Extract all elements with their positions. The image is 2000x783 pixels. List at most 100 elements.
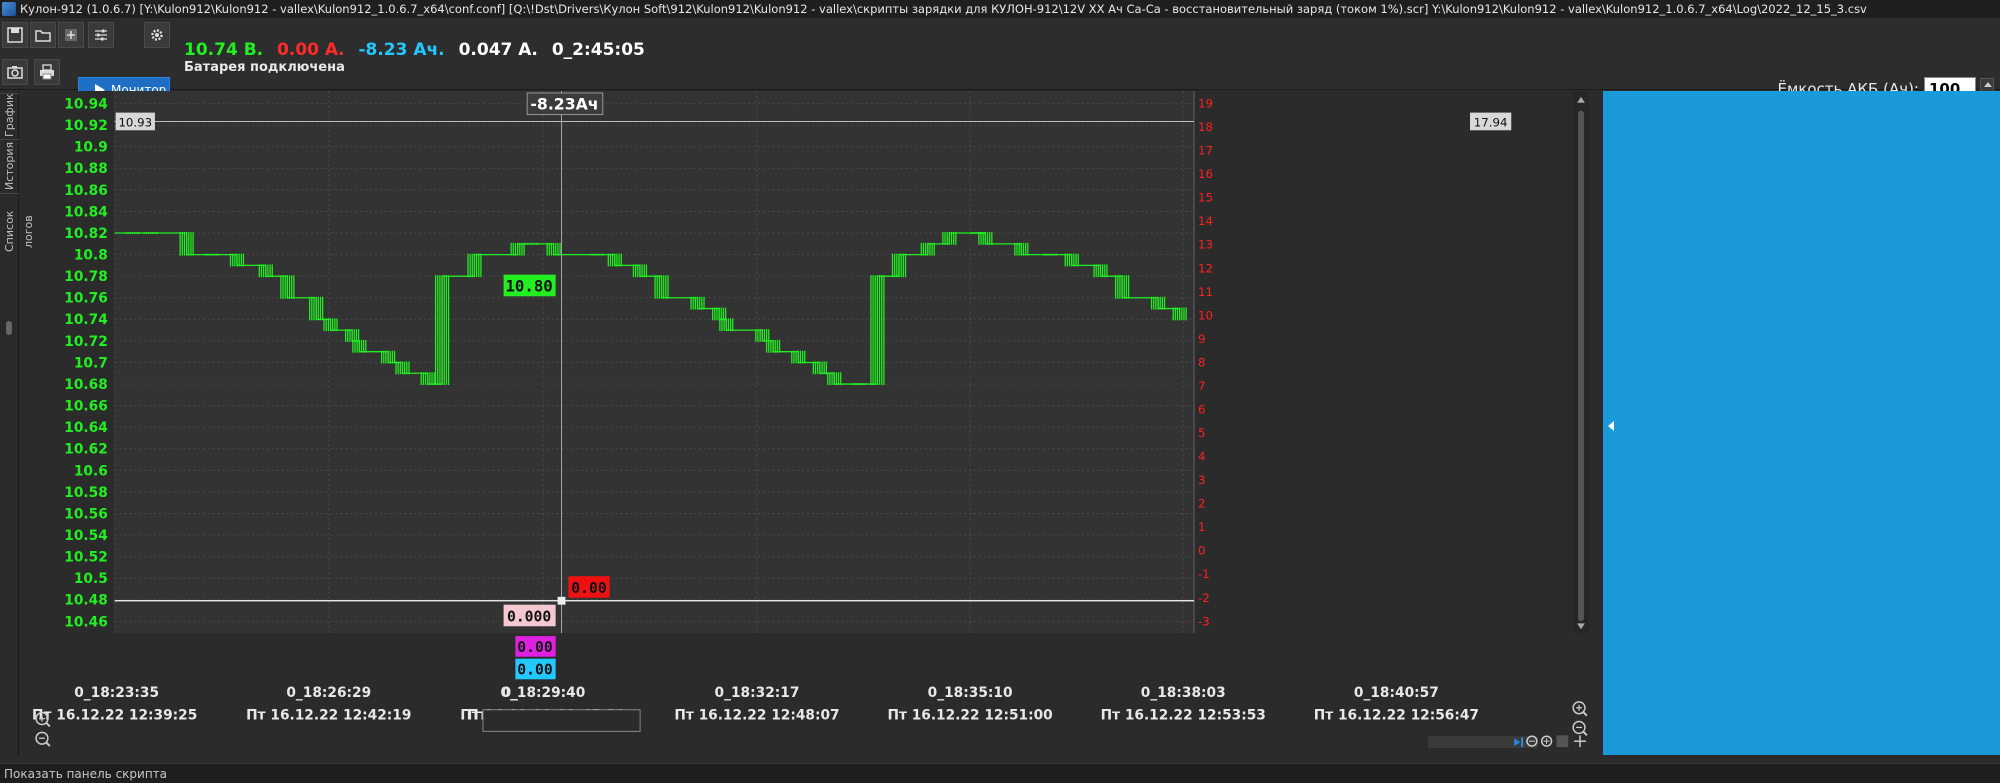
left-tick-label: 10.66 [64,399,107,415]
chart-area[interactable]: 10.4610.4810.510.5210.5410.5610.5810.610… [19,91,1603,751]
left-tick-label: 10.78 [64,269,107,285]
left-tick-label: 10.48 [64,593,107,609]
x-tick-time: 0_18:23:35 [74,685,159,701]
left-tick-label: 10.6 [74,463,108,479]
plot-background [114,91,1195,634]
print-icon[interactable] [34,59,60,85]
cursor-right-value: 17.94 [1474,115,1508,129]
zoom-x-icon[interactable] [1540,735,1553,747]
move-crosshair-icon[interactable] [1574,735,1586,748]
right-tick-label: 19 [1198,97,1213,111]
left-tick-label: 10.92 [64,118,107,134]
gear-icon[interactable] [144,22,170,48]
right-tick-label: 7 [1198,379,1206,393]
right-tick-label: 16 [1198,167,1213,181]
vertical-scrollbar-thumb[interactable] [1578,110,1584,622]
right-tick-label: 1 [1198,520,1206,534]
left-tick-label: 10.52 [64,550,107,566]
title-bar: Кулон-912 (1.0.6.7) [Y:\Kulon912\Kulon91… [0,0,2000,18]
right-tick-label: 10 [1198,308,1213,322]
cursor-ah-label: -8.23Ач [530,95,598,114]
cursor-voltage-box [503,274,556,297]
horizontal-scrollbar[interactable] [1427,736,1538,749]
left-tick-label: 10.5 [74,571,108,587]
cursor-value-c-box [515,658,556,680]
tab-graph[interactable]: График [0,93,19,137]
time-axis: 0_18:23:35 Пт 16.12.22 12:39:25 0_18:26:29… [32,685,1479,724]
cursor-value-b: 0.00 [517,639,552,656]
zoom-in-left-icon[interactable] [35,711,51,728]
cursor-value-c: 0.00 [517,661,552,678]
left-tick-label: 10.86 [64,183,107,199]
x-tick-date: Пт 16.12.22 12:53:53 [1101,708,1266,724]
x-tick-time: 0_18:29:40 [500,685,585,701]
current-readout: 0.00 А. [277,40,345,60]
right-tick-label: 5 [1198,426,1206,440]
window-title: Кулон-912 (1.0.6.7) [Y:\Kulon912\Kulon91… [20,2,1867,16]
toolbar: 10.74 В. 0.00 А. -8.23 Ач. 0.047 А. 0_2:… [0,18,2000,101]
left-tick-label: 10.9 [74,140,108,156]
cursor-left-value: 10.93 [118,115,152,129]
elapsed-readout: 0_2:45:05 [551,40,645,60]
right-tick-label: 11 [1198,285,1213,299]
right-tick-label: 14 [1198,214,1213,228]
cursor-current: 0.00 [571,580,606,597]
side-tabs: График История Список логов [0,91,35,755]
app-icon [2,2,16,16]
left-tick-label: 10.64 [64,420,107,436]
status-bar: Показать панель скрипта [0,763,2000,783]
cursor-voltage: 10.80 [505,276,552,295]
right-tick-label: -2 [1198,591,1210,605]
x-tick-time: 0_18:32:17 [715,685,800,701]
side-splitter-handle[interactable] [6,321,12,335]
cursor-value-a: 0.000 [507,608,551,625]
zoom-fit-icon[interactable] [1526,735,1538,747]
show-script-panel-link[interactable]: Показать панель скрипта [4,767,168,781]
left-tick-label: 10.88 [64,161,107,177]
right-tick-label: 18 [1198,120,1213,134]
right-tick-label: 13 [1198,238,1213,252]
right-tick-label: 6 [1198,402,1206,416]
scroll-to-end-icon[interactable] [1514,737,1524,748]
left-tick-label: 10.68 [64,377,107,393]
cursor-handle[interactable] [557,596,566,605]
voltage-noise-marks [125,232,1187,386]
cursor-left-value-box [115,112,155,131]
zoom-out-left-icon[interactable] [35,731,51,747]
save-icon[interactable] [2,22,28,48]
cursor-ah-box [526,92,604,116]
camera-icon[interactable] [2,59,28,85]
right-tick-label: 9 [1198,332,1206,346]
x-tick-time: 0_18:38:03 [1141,685,1226,701]
scroll-up-icon[interactable] [1577,96,1585,103]
scroll-down-icon[interactable] [1577,623,1585,630]
zoom-in-right-icon[interactable] [1572,701,1588,717]
play-icon [95,84,105,96]
x-tick-time: 0_18:35:10 [928,685,1013,701]
cursor-value-a-box [503,604,556,627]
tab-history[interactable]: История [0,139,19,191]
sliders-icon[interactable] [88,22,114,48]
right-tick-label: 15 [1198,191,1213,205]
collapse-panel-icon[interactable] [1608,421,1614,431]
open-folder-icon[interactable] [30,22,56,48]
x-tick-date: Пт 16.12.22 12:51:00 [887,708,1052,724]
right-tick-label: 2 [1198,497,1206,511]
x-tick-date: Пт 16.12.22 12:56:47 [1314,708,1479,724]
right-tick-label: 4 [1198,450,1206,464]
x-tick-date: Пт 16.12.22 12:39:25 [32,708,197,724]
left-tick-label: 10.56 [64,506,107,522]
zoom-out-right-icon[interactable] [1572,720,1588,736]
x-tick-time: 0_18:26:29 [286,685,371,701]
right-tick-label: 3 [1198,473,1206,487]
cursor-current-box [568,576,610,598]
add-icon[interactable] [58,22,84,48]
voltage-readout: 10.74 В. [184,40,264,60]
right-tick-label: -3 [1198,614,1210,628]
tab-log-list[interactable]: Список логов [0,193,35,269]
measurements-line: 10.74 В. 0.00 А. -8.23 Ач. 0.047 А. 0_2:… [184,40,653,60]
amp-readout: 0.047 А. [458,40,538,60]
left-tick-label: 10.74 [64,312,107,328]
mode-m-icon[interactable] [1556,735,1569,748]
